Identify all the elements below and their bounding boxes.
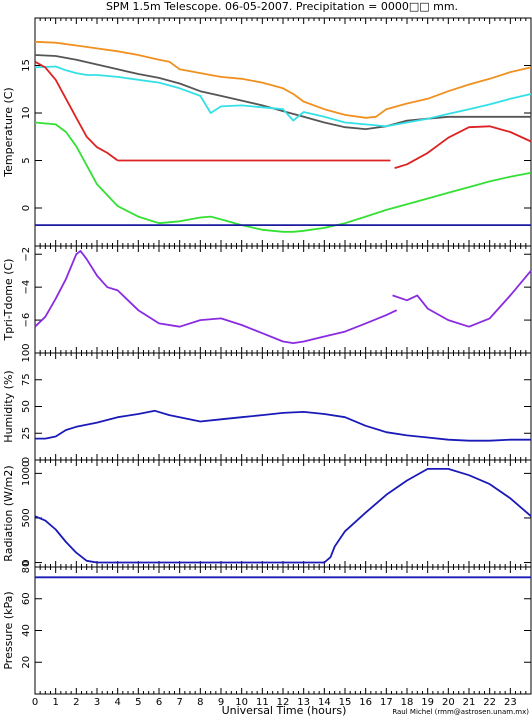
y-tick-label: 40 <box>21 624 32 637</box>
series-line-2 <box>34 54 531 131</box>
x-tick-label: 12 <box>277 697 290 708</box>
x-tick-label: 1 <box>52 697 58 708</box>
panel-frame <box>34 352 532 461</box>
series-line-2 <box>392 270 532 328</box>
series-line-7 <box>34 121 532 233</box>
y-tick-label: 10 <box>21 107 32 120</box>
series-line-1 <box>35 409 531 442</box>
y-tick-label: 0 <box>21 559 32 565</box>
panel-frame <box>34 566 532 695</box>
y-tick-label: 50 <box>21 400 32 413</box>
x-tick-label: 3 <box>94 697 100 708</box>
series-line-4 <box>34 60 119 162</box>
x-tick-label: 18 <box>401 697 414 708</box>
x-tick-label: 20 <box>442 697 455 708</box>
x-tick-label: 8 <box>197 697 203 708</box>
x-tick-label: 14 <box>318 697 331 708</box>
panel-3: 0 25 50 75 100 Humidity (%) <box>2 343 532 463</box>
y-tick-label: 100 <box>21 343 32 362</box>
x-tick-label: 22 <box>483 697 496 708</box>
y-axis-label: Temperature (C) <box>2 87 15 177</box>
panel-1: 0 5 10 15 Temperature (C) <box>2 17 532 247</box>
x-axis-label: Universal Time (hours) <box>222 704 347 717</box>
series-line-6 <box>394 125 532 169</box>
y-tick-label: 1000 <box>21 461 32 486</box>
panel-2: −6 −4 −2 Tpri-Tdome (C) <box>2 245 532 354</box>
y-tick-label: 25 <box>21 427 32 440</box>
x-tick-label: 13 <box>297 697 310 708</box>
y-axis-label: Humidity (%) <box>2 370 15 442</box>
y-tick-label: 20 <box>21 656 32 669</box>
y-tick-label: 0 <box>21 457 32 463</box>
x-tick-label: 4 <box>114 697 120 708</box>
series-line-1 <box>34 467 532 564</box>
panel-5: 20 40 60 80 Pressure (kPa) <box>2 561 532 695</box>
chart-panels: 0 5 10 15 Temperature (C) −6 −4 −2 Tpri-Tdome (C… <box>2 17 532 695</box>
panel-frame <box>34 245 532 354</box>
x-tick-label: 9 <box>218 697 224 708</box>
y-axis-label: Pressure (kPa) <box>2 591 15 669</box>
panel-frame <box>34 17 532 247</box>
x-tick-label: 17 <box>380 697 393 708</box>
y-tick-label: 60 <box>21 592 32 605</box>
x-tick-label: 19 <box>421 697 434 708</box>
x-tick-label: 5 <box>135 697 141 708</box>
y-tick-label: −2 <box>21 247 32 262</box>
y-tick-label: 0 <box>21 205 32 211</box>
y-tick-label: −6 <box>21 313 32 328</box>
x-tick-label: 2 <box>73 697 79 708</box>
credit-text: Raul Michel (rmm@astrosen.unam.mx) <box>392 708 529 716</box>
series-line-1 <box>34 40 532 119</box>
y-tick-label: 5 <box>21 157 32 163</box>
y-tick-label: 15 <box>21 59 32 72</box>
series-line-1 <box>34 249 398 345</box>
series-line-3 <box>34 65 532 128</box>
y-tick-label: 75 <box>21 373 32 386</box>
y-tick-label: 500 <box>21 508 32 527</box>
y-axis-label: Tpri-Tdome (C) <box>2 259 15 342</box>
x-tick-label: 23 <box>504 697 517 708</box>
y-tick-label: 80 <box>21 561 32 574</box>
x-tick-label: 0 <box>32 697 38 708</box>
y-tick-label: −4 <box>21 280 32 295</box>
panel-4: 0 500 1000 Radiation (W/m2) <box>2 459 532 568</box>
x-tick-label: 16 <box>359 697 372 708</box>
x-tick-label: 10 <box>235 697 248 708</box>
x-tick-label: 11 <box>256 697 269 708</box>
x-tick-label: 21 <box>463 697 476 708</box>
x-tick-label: 7 <box>176 697 182 708</box>
chart-title: SPM 1.5m Telescope. 06-05-2007. Precipit… <box>106 0 458 13</box>
x-tick-labels: 0 1 2 3 4 5 6 7 8 9 10 11 12 13 14 15 16 17 18 19 20 21 22 23 <box>32 697 517 708</box>
x-tick-label: 6 <box>156 697 162 708</box>
panel-frame <box>34 459 532 568</box>
y-axis-label: Radiation (W/m2) <box>2 465 15 561</box>
x-tick-label: 15 <box>339 697 352 708</box>
